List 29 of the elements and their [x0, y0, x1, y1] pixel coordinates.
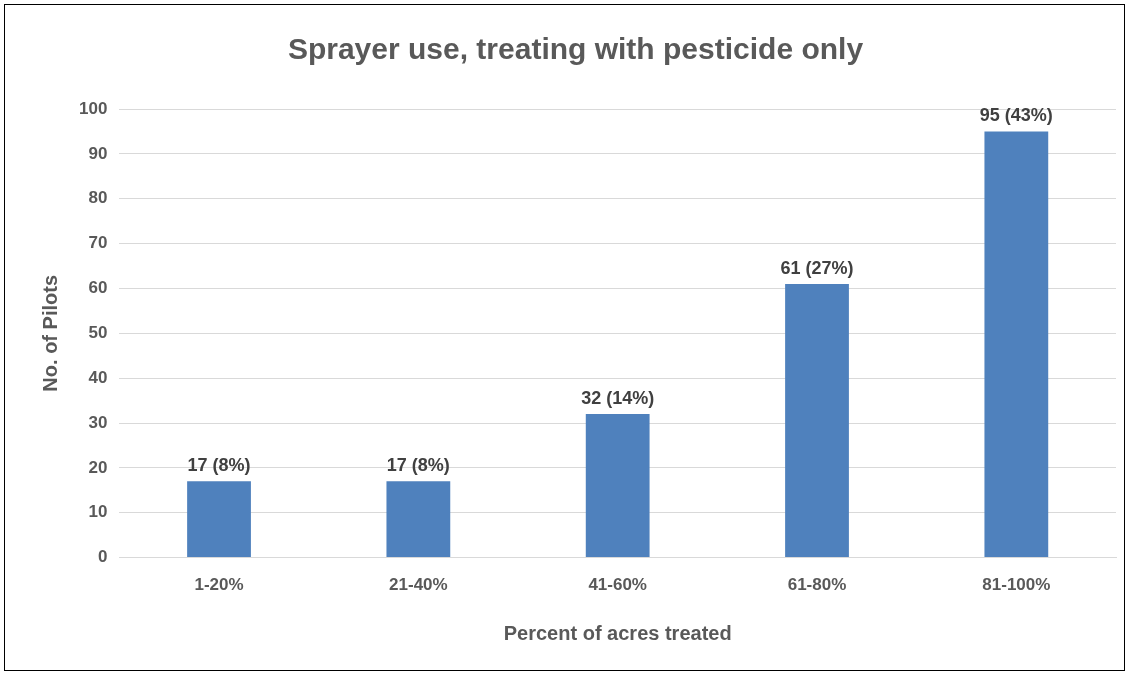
bar [386, 481, 451, 558]
bar [785, 283, 849, 558]
x-tick-label: 1-20% [194, 575, 244, 595]
y-tick-label: 0 [97, 547, 108, 567]
y-tick-label: 10 [88, 502, 108, 522]
data-label: 95 (43%) [979, 105, 1053, 126]
x-tick-label: 61-80% [787, 575, 847, 595]
y-tick-label: 40 [88, 367, 108, 387]
x-tick-label: 81-100% [982, 575, 1051, 595]
bar [984, 131, 1049, 558]
y-tick-label: 30 [88, 412, 108, 432]
data-label: 32 (14%) [581, 388, 655, 409]
bar [585, 414, 650, 558]
y-tick-label: 70 [88, 233, 108, 253]
y-tick-label: 90 [88, 143, 108, 163]
y-tick-label: 50 [88, 322, 108, 342]
data-label: 17 (8%) [386, 455, 450, 476]
chart-title: Sprayer use, treating with pesticide only [287, 32, 864, 66]
y-tick-label: 100 [78, 98, 108, 118]
x-tick-label: 21-40% [389, 575, 448, 595]
data-label: 17 (8%) [187, 455, 251, 476]
y-tick-label: 60 [88, 278, 108, 298]
y-tick-label: 80 [88, 188, 108, 208]
x-tick-label: 41-60% [588, 575, 647, 595]
y-tick-label: 20 [88, 457, 108, 477]
bar [187, 481, 251, 558]
y-axis-title: No. of Pilots [38, 274, 61, 392]
x-axis-title: Percent of acres treated [503, 621, 732, 644]
data-label: 61 (27%) [780, 257, 854, 278]
